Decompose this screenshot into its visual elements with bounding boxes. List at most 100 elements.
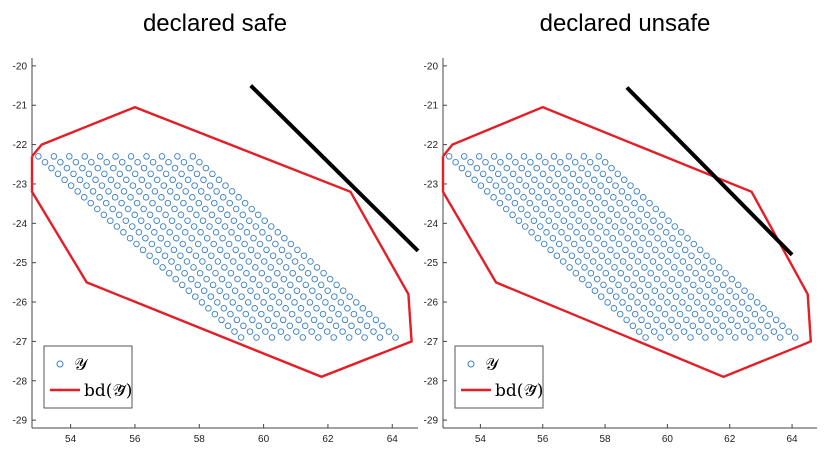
scatter-point	[192, 293, 199, 300]
legend-entry-points: 𝒴	[74, 355, 89, 375]
scatter-point	[348, 322, 355, 330]
scatter-point	[337, 299, 345, 306]
scatter-point	[728, 275, 736, 283]
scatter-point	[223, 252, 231, 259]
scatter-point	[477, 182, 485, 189]
scatter-point	[698, 275, 706, 283]
scatter-point	[534, 234, 542, 242]
scatter-point	[601, 158, 609, 166]
scatter-point	[206, 182, 214, 189]
scatter-point	[681, 246, 689, 254]
scatter-point	[593, 164, 600, 172]
scatter-point	[289, 269, 296, 277]
chart-title-right: declared unsafe	[539, 10, 711, 37]
scatter-point	[237, 334, 245, 341]
scatter-point	[612, 293, 620, 300]
scatter-point	[158, 153, 166, 160]
y-tick-label: -20	[424, 61, 439, 72]
scatter-point	[667, 246, 674, 254]
scatter-point	[279, 316, 287, 324]
scatter-point	[322, 299, 329, 306]
scatter-point	[607, 205, 615, 213]
scatter-point	[601, 199, 608, 207]
scatter-point	[273, 310, 280, 318]
scatter-point	[479, 170, 487, 178]
scatter-point	[151, 229, 158, 236]
scatter-point	[278, 287, 285, 294]
scatter-point	[520, 153, 528, 160]
scatter-point	[219, 234, 226, 242]
scatter-point	[711, 287, 718, 294]
scatter-point	[662, 229, 670, 236]
scatter-point	[291, 258, 299, 265]
scatter-point	[627, 182, 634, 189]
scatter-point	[185, 287, 193, 294]
scatter-point	[186, 205, 194, 213]
scatter-point	[244, 299, 252, 306]
scatter-point	[583, 252, 591, 259]
scatter-point	[618, 229, 625, 236]
scatter-point	[615, 240, 623, 248]
scatter-point	[703, 252, 710, 259]
scatter-point	[189, 153, 197, 160]
scatter-point	[194, 281, 201, 289]
scatter-point	[483, 188, 491, 195]
scatter-point	[573, 188, 581, 195]
scatter-point	[535, 194, 542, 201]
scatter-point	[540, 240, 548, 248]
scatter-point	[657, 334, 664, 341]
scatter-point	[721, 310, 729, 318]
scatter-point	[241, 240, 248, 248]
scatter-point	[92, 176, 99, 184]
scatter-point	[445, 153, 453, 160]
scatter-point	[254, 252, 261, 259]
scatter-point	[230, 258, 237, 265]
scatter-point	[293, 287, 301, 294]
scatter-point	[109, 205, 116, 213]
scatter-point	[577, 246, 584, 254]
scatter-point	[54, 170, 62, 178]
scatter-point	[232, 246, 239, 254]
scatter-point	[202, 205, 209, 213]
scatter-point	[539, 170, 547, 178]
scatter-point	[502, 205, 510, 213]
y-tick-label: -28	[13, 376, 28, 387]
scatter-point	[157, 234, 165, 242]
scatter-point	[239, 211, 247, 219]
scatter-series-Y	[35, 153, 399, 341]
scatter-point	[110, 164, 117, 172]
scatter-point	[696, 287, 703, 294]
scatter-point	[184, 176, 192, 184]
scatter-point	[167, 188, 174, 195]
scatter-point	[664, 258, 672, 265]
y-tick-label: -25	[13, 258, 28, 269]
scatter-point	[671, 264, 678, 271]
scatter-point	[680, 328, 688, 335]
scatter-point	[271, 281, 279, 289]
scatter-point	[488, 164, 496, 172]
scatter-point	[562, 205, 570, 213]
legend-box	[43, 345, 133, 409]
y-tick-label: -26	[13, 298, 28, 309]
scatter-point	[304, 269, 312, 277]
scatter-point	[577, 205, 585, 213]
scatter-point	[642, 334, 649, 341]
y-tick-label: -27	[13, 337, 28, 348]
scatter-point	[282, 305, 289, 312]
scatter-point	[208, 252, 215, 259]
scatter-point	[131, 170, 139, 178]
scatter-point	[679, 299, 686, 306]
scatter-point	[175, 223, 182, 230]
scatter-point	[210, 240, 217, 248]
separating-line	[249, 84, 420, 253]
scatter-point	[102, 199, 110, 207]
boundary-polygon	[441, 105, 813, 379]
scatter-point	[149, 158, 157, 166]
scatter-point	[259, 229, 266, 236]
scatter-point	[710, 328, 718, 335]
scatter-point	[261, 217, 268, 224]
scatter-point	[212, 229, 220, 236]
scatter-point	[302, 281, 310, 289]
scatter-point	[584, 170, 592, 178]
scatter-point	[656, 264, 663, 271]
